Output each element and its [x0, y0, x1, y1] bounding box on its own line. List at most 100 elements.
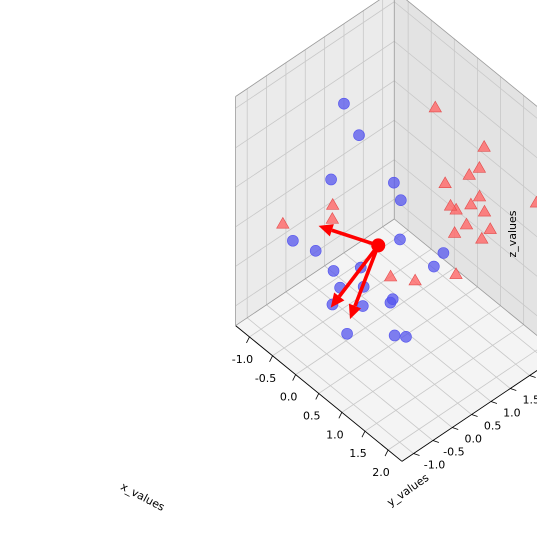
x-tick-label: -1.0 — [232, 353, 253, 366]
x-tick-mark — [292, 374, 297, 381]
y-tick-label: 0.0 — [464, 433, 482, 446]
series-b-point — [472, 160, 487, 173]
series-b-point — [383, 269, 398, 282]
series-b-point — [325, 212, 340, 224]
series-b-point — [428, 100, 442, 113]
grid-line — [387, 349, 537, 451]
x-tick-label: -0.5 — [255, 372, 276, 385]
y-tick-label: -0.5 — [443, 446, 464, 459]
grid-line — [266, 304, 434, 441]
grid-line — [235, 119, 395, 228]
series-b-point — [475, 231, 489, 244]
vector-arrow-shaft — [331, 228, 379, 248]
series-a-point — [353, 129, 365, 141]
series-a-point — [428, 260, 440, 273]
series-a-point — [437, 247, 450, 259]
grid-line — [382, 226, 537, 354]
right-pane — [394, 0, 537, 336]
pane-edge — [235, 0, 380, 97]
series-b-point — [462, 167, 476, 180]
y-tick-label: 1.5 — [523, 394, 537, 407]
grid-line — [394, 80, 537, 198]
grid-line — [246, 317, 414, 454]
grid-line — [394, 40, 537, 159]
y-tick-mark — [529, 375, 536, 378]
tick-marks — [246, 336, 536, 457]
vector-arrow-head — [348, 303, 362, 320]
y-tick-mark — [432, 440, 440, 443]
vector-arrow-shaft — [337, 244, 380, 298]
x-tick-label: 1.5 — [349, 447, 367, 460]
x-tick-mark — [269, 355, 273, 362]
y-tick-label: -1.0 — [424, 459, 445, 472]
y-tick-mark — [490, 401, 498, 404]
series-b-point — [408, 273, 422, 286]
x-tick-label: 2.0 — [372, 466, 390, 479]
pane-edge — [235, 218, 395, 326]
grid-line — [235, 40, 395, 149]
series-a-point — [309, 245, 322, 257]
x-tick-mark — [384, 449, 389, 457]
series-a-point — [388, 176, 400, 189]
x-tick-label: 1.0 — [326, 428, 344, 441]
series-b-point — [477, 139, 491, 152]
series-b-point — [464, 197, 478, 210]
vector-arrow-head — [318, 224, 334, 237]
grid-line — [272, 248, 432, 357]
grid-line — [285, 291, 453, 428]
vector-arrow-shaft — [353, 244, 380, 307]
x-tick-label: 0.0 — [280, 391, 298, 404]
series-b-point — [443, 198, 458, 211]
series-a-point — [327, 265, 340, 277]
y-axis-line — [401, 370, 537, 462]
series-a-point — [394, 233, 406, 246]
x-tick-mark — [361, 430, 366, 438]
y-tick-label: 0.5 — [484, 420, 502, 433]
series-a-point — [395, 194, 407, 206]
vector-arrow-head — [330, 292, 345, 308]
grid-line — [295, 267, 455, 375]
x-tick-mark — [246, 336, 250, 344]
grid-line — [394, 159, 537, 277]
grid-line — [235, 1, 395, 109]
series-a-point — [287, 234, 299, 247]
series-b-point — [447, 226, 462, 238]
grid-line — [394, 119, 537, 238]
series-b-point — [459, 217, 474, 230]
grid-line — [235, 80, 395, 188]
series-b-point — [438, 176, 452, 188]
z-axis-label: z_values — [506, 210, 519, 257]
series-a-point — [386, 293, 399, 306]
plot-marks — [276, 97, 537, 343]
pane-edge — [394, 218, 537, 336]
grid-line — [343, 252, 511, 389]
grid-line — [363, 239, 530, 376]
x-tick-label: 0.5 — [303, 409, 321, 422]
grid-line — [394, 198, 537, 317]
grid-line — [394, 1, 537, 119]
series-a-point — [388, 329, 401, 342]
x-tick-mark — [315, 393, 320, 400]
y-tick-mark — [471, 414, 478, 417]
series-a-point — [341, 327, 353, 340]
y-tick-label: 1.0 — [503, 407, 521, 420]
x-tick-mark — [338, 412, 343, 419]
y-tick-mark — [452, 427, 459, 430]
series-a-point — [400, 331, 412, 343]
grid-line — [318, 286, 478, 394]
series-b-point — [472, 189, 487, 202]
series-a-point — [338, 97, 350, 110]
grid-line — [235, 159, 395, 267]
grid-line — [341, 305, 501, 413]
y-tick-mark — [510, 388, 517, 391]
grid-line — [364, 324, 524, 432]
series-b-point — [276, 216, 290, 229]
series-b-point — [529, 195, 537, 208]
series-a-point — [325, 173, 337, 186]
series-b-point — [325, 197, 340, 210]
x-axis-label: x_values — [118, 480, 167, 514]
series-b-point — [449, 267, 463, 279]
vector-origin-point — [371, 238, 386, 253]
y-axis-label: y_values — [385, 471, 432, 509]
